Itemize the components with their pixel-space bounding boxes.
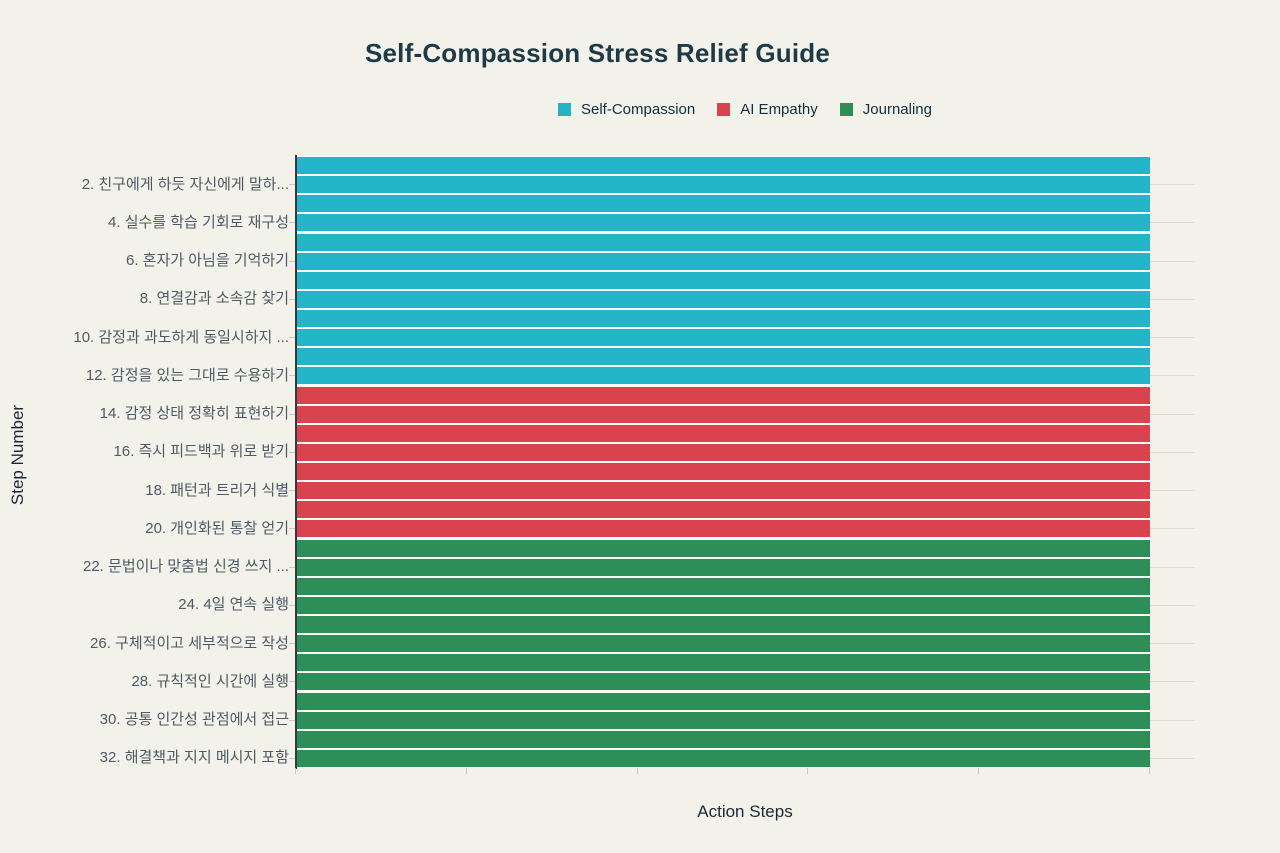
y-tick-label-step-2: 2. 친구에게 하듯 자신에게 말하...	[81, 175, 289, 193]
x-axis-tick	[636, 768, 638, 774]
x-axis-tick	[807, 768, 809, 774]
bar-step-29	[296, 692, 1150, 710]
bar-step-26	[296, 635, 1150, 653]
bar-step-5	[296, 233, 1150, 251]
y-axis-tick	[289, 260, 295, 262]
bar-step-14	[296, 405, 1150, 423]
bar-step-1	[296, 157, 1150, 175]
bar-step-23	[296, 577, 1150, 595]
y-axis-tick	[289, 222, 295, 224]
y-tick-label-step-22: 22. 문법이나 맞춤법 신경 쓰지 ...	[83, 558, 289, 576]
legend-swatch-icon	[558, 103, 571, 116]
x-axis-tick	[465, 768, 467, 774]
bar-step-19	[296, 501, 1150, 519]
legend-item-self-compassion[interactable]: Self-Compassion	[558, 101, 695, 118]
bar-step-32	[296, 749, 1150, 767]
bar-step-3	[296, 195, 1150, 213]
y-tick-label-step-30: 30. 공통 인간성 관점에서 접근	[99, 711, 289, 729]
y-axis-tick	[289, 719, 295, 721]
bar-step-21	[296, 539, 1150, 557]
bar-step-20	[296, 520, 1150, 538]
y-tick-label-step-14: 14. 감정 상태 정확히 표현하기	[99, 405, 289, 423]
y-tick-label-step-12: 12. 감정을 있는 그대로 수용하기	[85, 366, 289, 384]
bar-step-9	[296, 310, 1150, 328]
y-axis-tick	[289, 451, 295, 453]
bar-step-12	[296, 367, 1150, 385]
y-tick-label-step-4: 4. 실수를 학습 기회로 재구성	[108, 213, 289, 231]
bar-step-17	[296, 463, 1150, 481]
chart-title: Self-Compassion Stress Relief Guide	[364, 38, 830, 68]
y-axis-tick	[289, 528, 295, 530]
x-axis-tick	[1149, 768, 1150, 774]
y-axis-tick	[289, 643, 295, 645]
y-axis-tick	[289, 490, 295, 492]
x-axis-title: Action Steps	[697, 802, 793, 821]
y-tick-label-step-8: 8. 연결감과 소속감 찾기	[139, 290, 289, 308]
bar-step-15	[296, 424, 1150, 442]
y-axis-tick	[289, 604, 295, 606]
bar-step-24	[296, 596, 1150, 614]
legend-label: AI Empathy	[740, 101, 818, 118]
bar-step-8	[296, 290, 1150, 308]
y-tick-label-step-20: 20. 개인화된 통찰 얻기	[145, 519, 289, 537]
y-axis-tick	[289, 298, 295, 300]
y-axis-title: Step Number	[8, 404, 27, 506]
bar-step-16	[296, 443, 1150, 461]
x-axis-tick	[295, 768, 296, 774]
bar-step-28	[296, 673, 1150, 691]
bar-step-18	[296, 482, 1150, 500]
bar-step-22	[296, 558, 1150, 576]
legend-label: Journaling	[862, 101, 932, 118]
y-axis-line	[295, 155, 297, 769]
bar-step-6	[296, 252, 1150, 270]
y-tick-label-step-10: 10. 감정과 과도하게 동일시하지 ...	[73, 328, 289, 346]
y-tick-label-step-32: 32. 해결책과 지지 메시지 포함	[99, 749, 289, 767]
bar-step-30	[296, 711, 1150, 729]
bar-step-25	[296, 616, 1150, 634]
legend-swatch-icon	[839, 103, 853, 116]
bar-step-2	[296, 176, 1150, 194]
legend-item-ai-empathy[interactable]: AI Empathy	[717, 101, 818, 118]
bar-step-7	[296, 271, 1150, 289]
y-axis-tick	[289, 184, 295, 186]
bar-step-31	[296, 730, 1150, 748]
y-tick-label-step-24: 24. 4일 연속 실행	[178, 596, 289, 614]
y-tick-label-step-16: 16. 즉시 피드백과 위로 받기	[113, 443, 289, 461]
bar-step-4	[296, 214, 1150, 232]
plot-area: 2. 친구에게 하듯 자신에게 말하... 4. 실수를 학습 기회로 재구성 6.…	[73, 155, 1195, 774]
y-axis-tick	[289, 337, 295, 339]
y-axis-tick	[289, 681, 295, 683]
y-axis-tick	[289, 375, 295, 377]
y-axis-tick	[289, 757, 295, 759]
legend-swatch-icon	[717, 103, 731, 116]
y-tick-label-step-18: 18. 패턴과 트리거 식별	[145, 481, 289, 499]
y-tick-label-step-6: 6. 혼자가 아님을 기억하기	[125, 252, 289, 270]
legend-item-journaling[interactable]: Journaling	[839, 101, 932, 118]
y-tick-label-step-28: 28. 규칙적인 시간에 실행	[131, 672, 289, 690]
legend: Self-Compassion AI Empathy Journaling	[295, 101, 1195, 118]
bar-step-13	[296, 386, 1150, 404]
legend-label: Self-Compassion	[581, 101, 696, 118]
bar-step-10	[296, 329, 1150, 347]
bar-step-11	[296, 348, 1150, 366]
y-axis-tick	[289, 566, 295, 568]
y-tick-label-step-26: 26. 구체적이고 세부적으로 작성	[90, 634, 289, 652]
bar-step-27	[296, 654, 1150, 672]
y-axis-tick	[289, 413, 295, 415]
x-axis-tick	[978, 768, 980, 774]
